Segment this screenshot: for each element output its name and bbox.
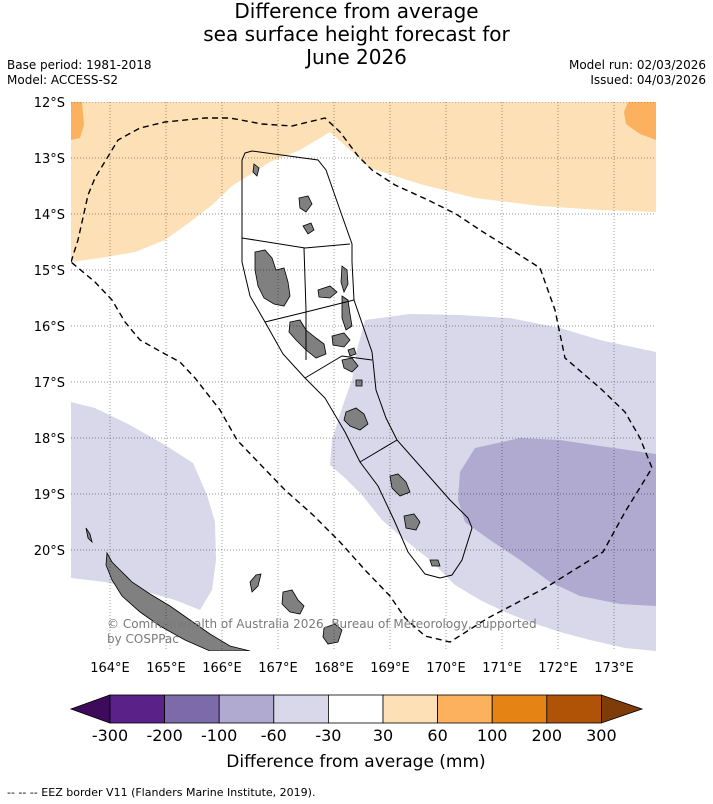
- longitude-label: 164°E: [90, 661, 130, 676]
- colorbar-segment: [273, 694, 329, 724]
- title-line-2: sea surface height forecast for: [203, 22, 510, 46]
- latitude-label: 19°S: [34, 488, 65, 503]
- gaua-island: [302, 222, 315, 235]
- run-info: Model run: 02/03/2026 Issued: 04/03/2026: [569, 58, 706, 88]
- loyalty-island-mare: [322, 623, 343, 645]
- anomaly-60-100-region-east: [624, 102, 656, 140]
- anomaly-60-100-region-west: [71, 102, 84, 140]
- longitude-label: 173°E: [594, 661, 634, 676]
- colorbar-label: 100: [477, 726, 508, 745]
- epi-island: [341, 357, 359, 373]
- colorbar: -300 -200 -100 -60 -30 30 60 100 200 300: [69, 694, 644, 745]
- efate-island: [343, 407, 369, 431]
- longitude-labels: 164°E 165°E 166°E 167°E 168°E 169°E 170°E 171°E…: [90, 661, 634, 676]
- latitude-labels: 12°S 13°S 14°S 15°S 16°S 17°S 18°S 19°S 20°S: [34, 96, 65, 559]
- tanna-island: [403, 513, 421, 531]
- latitude-label: 20°S: [34, 544, 65, 559]
- pentecost-island: [341, 295, 353, 331]
- colorbar-segment: [218, 694, 275, 724]
- loyalty-island-lifou: [281, 589, 305, 615]
- colorbar-label: 200: [532, 726, 563, 745]
- model-run: Model run: 02/03/2026: [568, 58, 706, 72]
- latitude-label: 13°S: [34, 152, 65, 167]
- base-info: Base period: 1981-2018 Model: ACCESS-S2: [7, 58, 152, 88]
- issued-date: Issued: 04/03/2026: [590, 73, 706, 87]
- colorbar-label: 300: [586, 726, 617, 745]
- map-title: Difference from average sea surface heig…: [0, 0, 713, 69]
- longitude-label: 166°E: [202, 661, 242, 676]
- colorbar-segment: [109, 694, 165, 724]
- outer-province-outline: [241, 150, 473, 579]
- paama-island: [347, 347, 357, 357]
- colorbar-segment: [546, 694, 602, 724]
- boundary-torba-sanma: [241, 237, 351, 249]
- colorbar-label: -60: [261, 726, 287, 745]
- boundary-sanma-malampa: [264, 299, 355, 323]
- tongoa-island: [355, 379, 363, 387]
- loyalty-island-ouvea: [249, 573, 262, 593]
- aneityum-island: [429, 559, 441, 567]
- colorbar-label: 30: [373, 726, 393, 745]
- title-line-3: June 2026: [306, 45, 407, 69]
- longitude-label: 171°E: [482, 661, 522, 676]
- longitude-label: 165°E: [146, 661, 186, 676]
- boundary-malampa-shefa: [304, 355, 373, 379]
- belep-island: [85, 527, 93, 544]
- map-plot-area: © Commonwealth of Australia 2026, Bureau…: [71, 102, 656, 651]
- colorbar-segment: [491, 694, 548, 724]
- anomaly-30-60-region: [71, 102, 656, 262]
- colorbar-arrow-low: [69, 694, 111, 724]
- vanua-lava-island: [298, 195, 313, 213]
- latitude-label: 14°S: [34, 208, 65, 223]
- colorbar-label: -100: [201, 726, 237, 745]
- boundary-sanma-penama: [303, 247, 307, 360]
- latitude-label: 17°S: [34, 376, 65, 391]
- erromango-island: [389, 473, 411, 497]
- latitude-label: 12°S: [34, 96, 65, 111]
- malekula-island: [288, 319, 327, 359]
- ambrym-island: [331, 332, 351, 348]
- colorbar-arrow-high: [601, 694, 644, 724]
- colorbar-label: -30: [315, 726, 341, 745]
- latitude-label: 15°S: [34, 264, 65, 279]
- new-caledonia-island: [105, 551, 251, 651]
- longitude-label: 168°E: [314, 661, 354, 676]
- latitude-label: 18°S: [34, 432, 65, 447]
- model-name: Model: ACCESS-S2: [7, 73, 119, 87]
- colorbar-segment: [164, 694, 220, 724]
- colorbar-label: -300: [92, 726, 128, 745]
- land-masses: [85, 163, 441, 651]
- longitude-label: 172°E: [538, 661, 578, 676]
- title-line-1: Difference from average: [234, 0, 479, 23]
- colorbar-label: -200: [146, 726, 182, 745]
- maewo-island: [340, 265, 349, 294]
- latitude-label: 16°S: [34, 320, 65, 335]
- copyright-line-2: by COSPPac: [107, 632, 179, 646]
- espiritu-santo-island: [254, 249, 291, 307]
- copyright-line-1: © Commonwealth of Australia 2026, Bureau…: [107, 617, 537, 631]
- forecast-map: © Commonwealth of Australia 2026, Bureau…: [34, 96, 656, 772]
- longitude-label: 169°E: [370, 661, 410, 676]
- eez-border: [71, 117, 653, 643]
- colorbar-title: Difference from average (mm): [226, 752, 485, 772]
- boundary-shefa-tafea: [359, 439, 398, 463]
- colorbar-segment: [437, 694, 493, 724]
- colorbar-segment: [382, 694, 438, 724]
- torres-island: [252, 163, 260, 177]
- ambae-island: [317, 285, 338, 299]
- province-boundaries: [241, 150, 473, 579]
- colorbar-segment: [327, 694, 384, 724]
- longitude-label: 167°E: [258, 661, 298, 676]
- eez-footnote: -- -- -- EEZ border V11 (Flanders Marine…: [7, 786, 316, 799]
- base-period: Base period: 1981-2018: [7, 58, 152, 72]
- anomaly-neg60-100-region: [458, 438, 656, 606]
- longitude-label: 170°E: [426, 661, 466, 676]
- colorbar-label: 60: [427, 726, 447, 745]
